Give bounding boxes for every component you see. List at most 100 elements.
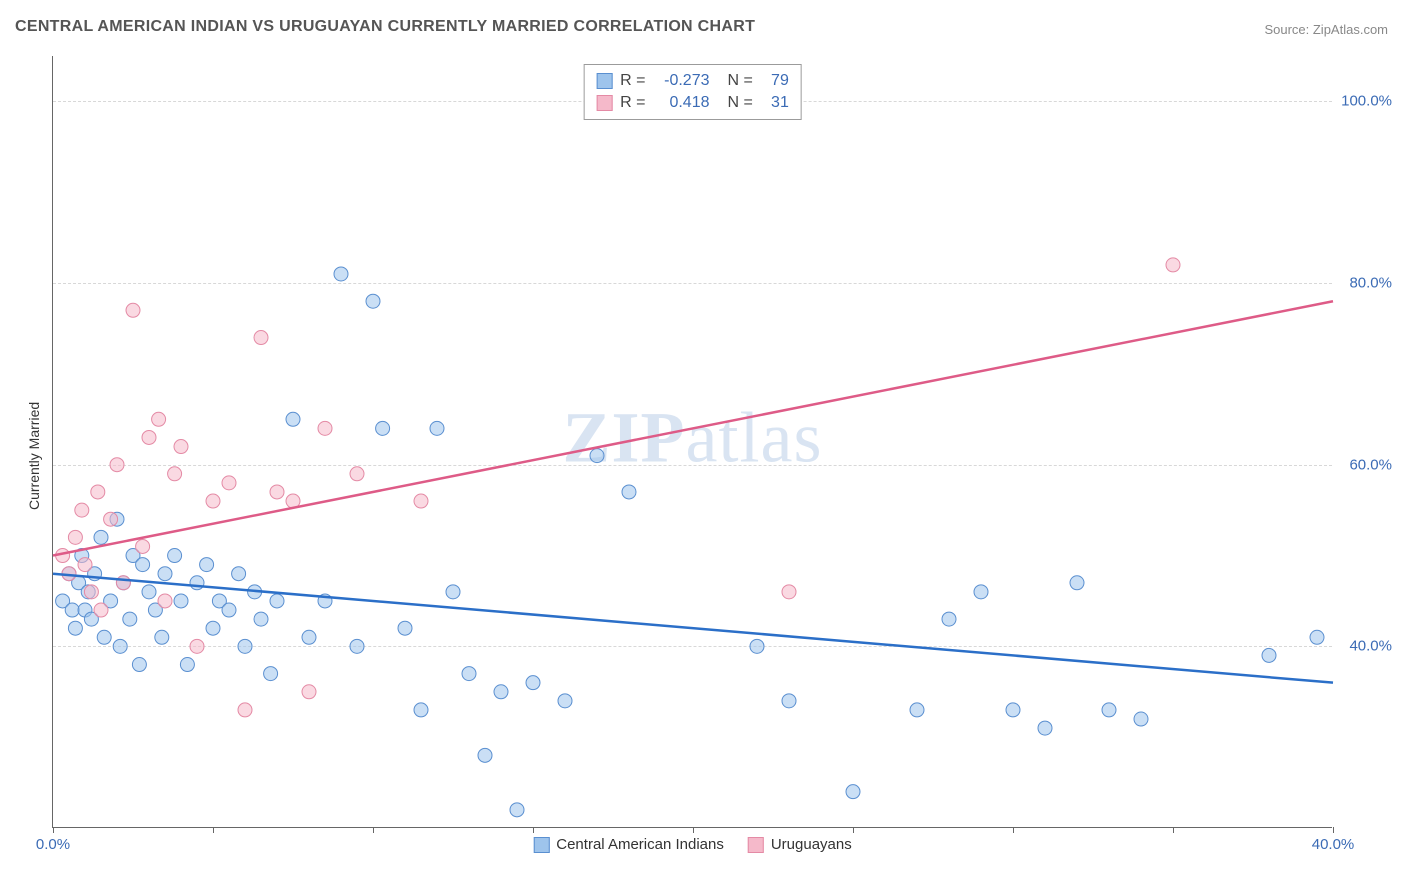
- data-point: [558, 694, 572, 708]
- x-tick-label: 40.0%: [1312, 836, 1355, 853]
- bottom-legend: Central American Indians Uruguayans: [533, 836, 851, 853]
- y-tick-label: 100.0%: [1341, 93, 1392, 110]
- data-point: [750, 639, 764, 653]
- data-point: [478, 748, 492, 762]
- trend-line: [53, 574, 1333, 683]
- data-point: [132, 658, 146, 672]
- x-tick: [693, 827, 694, 833]
- data-point: [350, 639, 364, 653]
- data-point: [782, 694, 796, 708]
- data-point: [302, 685, 316, 699]
- data-point: [158, 594, 172, 608]
- legend-item: Central American Indians: [533, 836, 724, 853]
- data-point: [116, 576, 130, 590]
- stats-swatch: [596, 73, 612, 89]
- x-tick: [533, 827, 534, 833]
- data-point: [84, 585, 98, 599]
- data-point: [158, 567, 172, 581]
- data-point: [414, 703, 428, 717]
- trend-line: [53, 301, 1333, 555]
- data-point: [206, 494, 220, 508]
- stats-row: R =0.418N =31: [596, 92, 789, 114]
- data-point: [152, 412, 166, 426]
- data-point: [286, 412, 300, 426]
- data-point: [238, 703, 252, 717]
- data-point: [78, 558, 92, 572]
- data-point: [155, 630, 169, 644]
- x-tick: [1013, 827, 1014, 833]
- data-point: [270, 594, 284, 608]
- data-point: [910, 703, 924, 717]
- stats-r-value: -0.273: [654, 70, 710, 92]
- data-point: [1038, 721, 1052, 735]
- data-point: [1102, 703, 1116, 717]
- y-axis-label: Currently Married: [26, 402, 42, 510]
- x-tick-label: 0.0%: [36, 836, 70, 853]
- stats-r-label: R =: [620, 70, 645, 92]
- chart-container: CENTRAL AMERICAN INDIAN VS URUGUAYAN CUR…: [0, 0, 1406, 892]
- data-point: [1166, 258, 1180, 272]
- data-point: [334, 267, 348, 281]
- data-point: [446, 585, 460, 599]
- data-point: [846, 785, 860, 799]
- data-point: [168, 549, 182, 563]
- data-point: [398, 621, 412, 635]
- data-point: [942, 612, 956, 626]
- data-point: [270, 485, 284, 499]
- data-point: [494, 685, 508, 699]
- data-point: [142, 585, 156, 599]
- legend-label: Uruguayans: [771, 836, 852, 853]
- stats-r-label: R =: [620, 92, 645, 114]
- data-point: [126, 303, 140, 317]
- data-point: [366, 294, 380, 308]
- data-point: [232, 567, 246, 581]
- data-point: [68, 621, 82, 635]
- data-point: [1070, 576, 1084, 590]
- source-label: Source: ZipAtlas.com: [1264, 22, 1388, 37]
- data-point: [174, 440, 188, 454]
- data-point: [1310, 630, 1324, 644]
- x-tick: [213, 827, 214, 833]
- data-point: [1006, 703, 1020, 717]
- data-point: [254, 612, 268, 626]
- plot-area: ZIPatlas 40.0%60.0%80.0%100.0% 0.0%40.0%…: [52, 56, 1332, 828]
- data-point: [526, 676, 540, 690]
- data-point: [190, 639, 204, 653]
- data-point: [264, 667, 278, 681]
- data-point: [376, 421, 390, 435]
- data-point: [94, 530, 108, 544]
- x-tick: [853, 827, 854, 833]
- data-point: [302, 630, 316, 644]
- scatter-svg: [53, 56, 1332, 827]
- chart-title: CENTRAL AMERICAN INDIAN VS URUGUAYAN CUR…: [15, 18, 755, 36]
- data-point: [174, 594, 188, 608]
- data-point: [142, 430, 156, 444]
- data-point: [168, 467, 182, 481]
- data-point: [782, 585, 796, 599]
- data-point: [113, 639, 127, 653]
- data-point: [97, 630, 111, 644]
- data-point: [136, 558, 150, 572]
- data-point: [190, 576, 204, 590]
- x-tick: [53, 827, 54, 833]
- x-tick: [1173, 827, 1174, 833]
- data-point: [318, 421, 332, 435]
- legend-swatch: [533, 837, 549, 853]
- stats-n-label: N =: [728, 92, 753, 114]
- data-point: [91, 485, 105, 499]
- data-point: [510, 803, 524, 817]
- y-tick-label: 60.0%: [1349, 456, 1392, 473]
- data-point: [1262, 648, 1276, 662]
- data-point: [206, 621, 220, 635]
- data-point: [430, 421, 444, 435]
- data-point: [65, 603, 79, 617]
- data-point: [180, 658, 194, 672]
- data-point: [590, 449, 604, 463]
- data-point: [94, 603, 108, 617]
- data-point: [1134, 712, 1148, 726]
- stats-swatch: [596, 95, 612, 111]
- stats-n-label: N =: [728, 70, 753, 92]
- data-point: [68, 530, 82, 544]
- x-tick: [1333, 827, 1334, 833]
- stats-row: R =-0.273N =79: [596, 70, 789, 92]
